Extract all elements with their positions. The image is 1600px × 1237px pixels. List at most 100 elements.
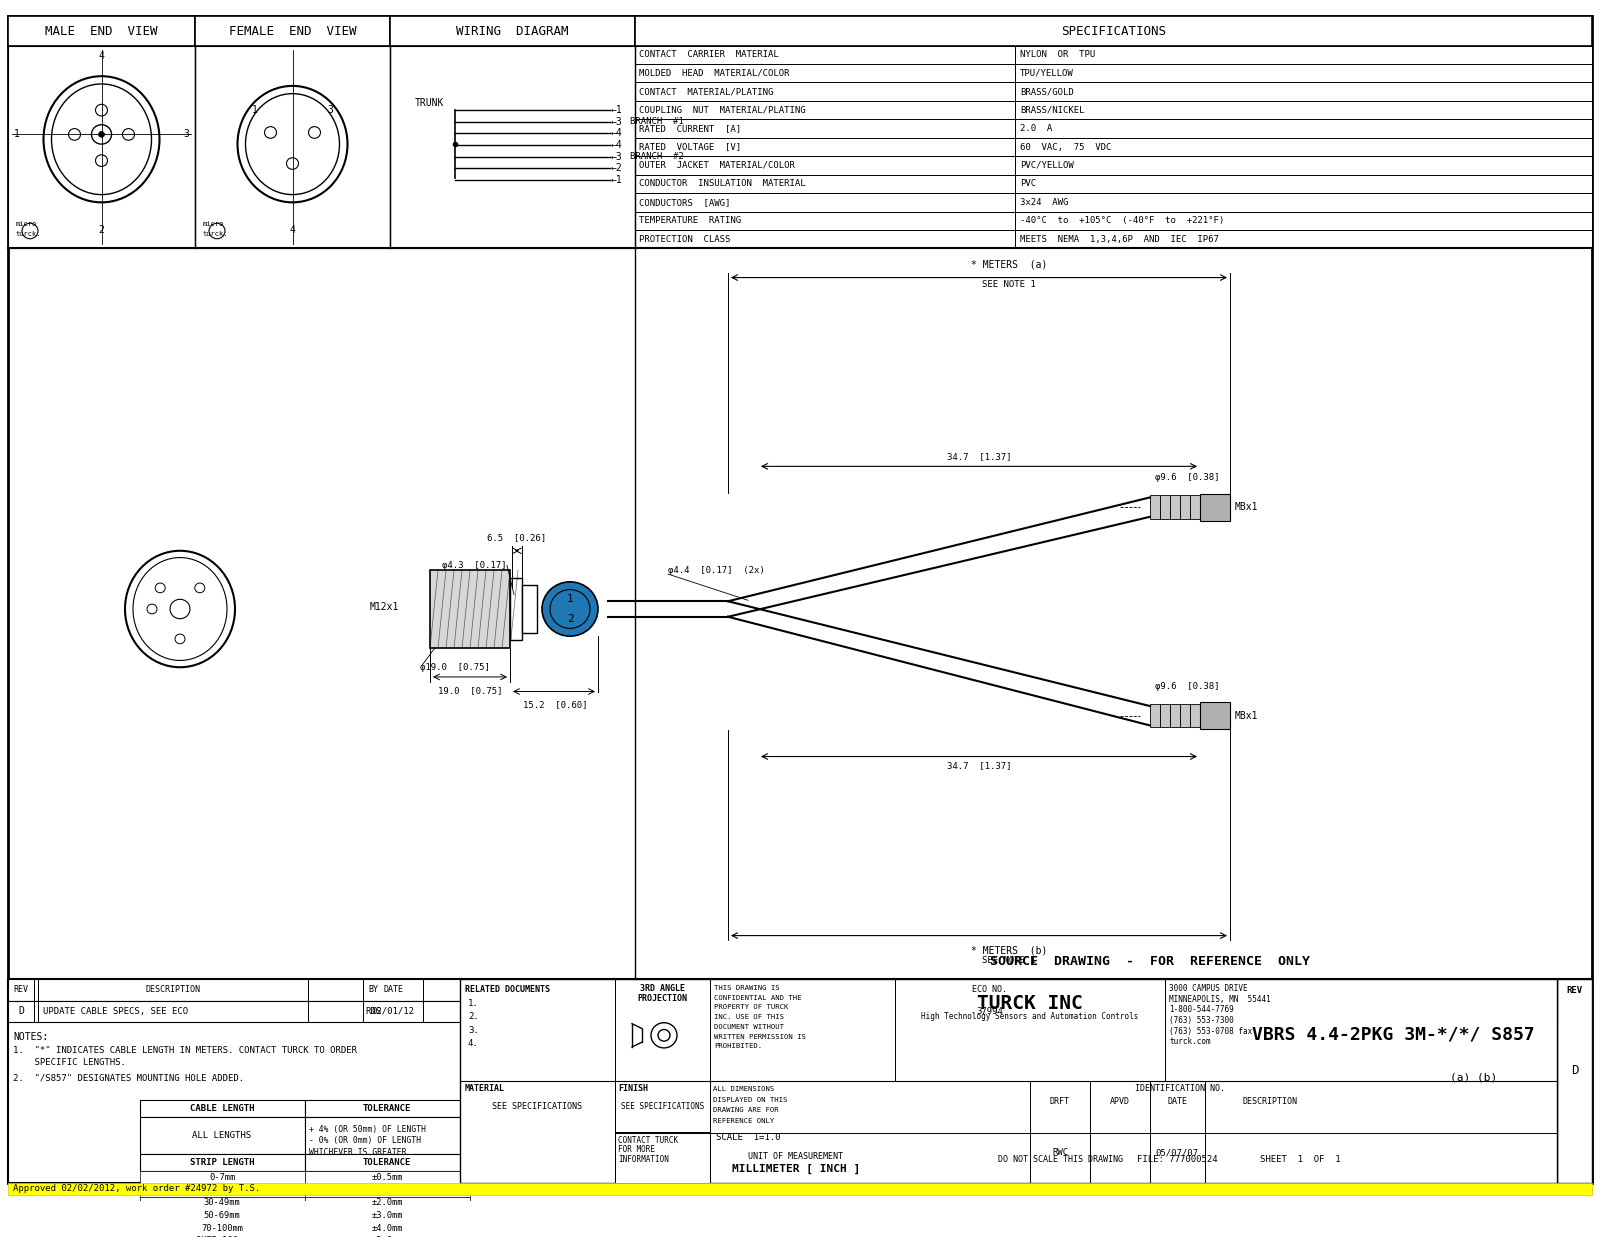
Text: 1.  "*" INDICATES CABLE LENGTH IN METERS. CONTACT TURCK TO ORDER: 1. "*" INDICATES CABLE LENGTH IN METERS.…: [13, 1047, 357, 1055]
Bar: [141, 1184, 306, 1196]
Text: 15.2  [0.60]: 15.2 [0.60]: [523, 700, 587, 709]
Text: PROTECTION  CLASS: PROTECTION CLASS: [638, 235, 730, 244]
Text: PVC/YELLOW: PVC/YELLOW: [1021, 161, 1074, 169]
Text: DRFT: DRFT: [1050, 1097, 1070, 1106]
Bar: [306, 1154, 470, 1171]
Bar: [390, 16, 635, 46]
Text: APVD: APVD: [1110, 1097, 1130, 1106]
Text: turck.: turck.: [16, 231, 42, 236]
Text: * METERS  (a): * METERS (a): [971, 260, 1046, 270]
Text: 1: 1: [566, 594, 573, 605]
Bar: [635, 212, 1592, 230]
Text: 0-7mm: 0-7mm: [210, 1173, 235, 1183]
Text: 34.7  [1.37]: 34.7 [1.37]: [947, 453, 1011, 461]
Text: MEETS  NEMA  1,3,4,6P  AND  IEC  IP67: MEETS NEMA 1,3,4,6P AND IEC IP67: [1021, 235, 1219, 244]
Text: SEE SPECIFICATIONS: SEE SPECIFICATIONS: [621, 1102, 704, 1111]
Bar: [522, 585, 538, 633]
Text: MATERIAL: MATERIAL: [466, 1084, 506, 1094]
Text: PROJECTION: PROJECTION: [637, 993, 686, 1003]
Text: MOLDED  HEAD  MATERIAL/COLOR: MOLDED HEAD MATERIAL/COLOR: [638, 69, 789, 78]
Text: 60  VAC,  75  VDC: 60 VAC, 75 VDC: [1021, 142, 1112, 152]
Bar: [1181, 704, 1190, 727]
Bar: [1181, 496, 1190, 518]
Bar: [1190, 496, 1200, 518]
Text: 3: 3: [182, 130, 189, 140]
Bar: [635, 137, 1592, 156]
Text: DOCUMENT WITHOUT: DOCUMENT WITHOUT: [714, 1024, 784, 1030]
Text: 3x24  AWG: 3x24 AWG: [1021, 198, 1069, 207]
Text: (763) 553-0708 fax: (763) 553-0708 fax: [1170, 1027, 1253, 1035]
Bar: [141, 1154, 306, 1171]
Text: INC. USE OF THIS: INC. USE OF THIS: [714, 1014, 784, 1021]
Text: STRIP LENGTH: STRIP LENGTH: [190, 1158, 254, 1168]
Bar: [635, 16, 1592, 46]
Text: OUTER  JACKET  MATERIAL/COLOR: OUTER JACKET MATERIAL/COLOR: [638, 161, 795, 169]
Bar: [306, 1184, 470, 1196]
Bar: [1200, 494, 1230, 521]
Text: BRANCH  #2: BRANCH #2: [630, 152, 683, 161]
Text: RELATED DOCUMENTS: RELATED DOCUMENTS: [466, 985, 550, 995]
Text: φ4.3  [0.17]: φ4.3 [0.17]: [443, 560, 507, 570]
Text: MBx1: MBx1: [1235, 502, 1259, 512]
Bar: [141, 1210, 306, 1222]
Bar: [1170, 496, 1181, 518]
Text: turck.com: turck.com: [1170, 1038, 1211, 1047]
Bar: [141, 1235, 306, 1237]
Text: DATE: DATE: [1166, 1097, 1187, 1106]
Text: ±2.0mm: ±2.0mm: [371, 1199, 403, 1207]
Text: CONDUCTOR  INSULATION  MATERIAL: CONDUCTOR INSULATION MATERIAL: [638, 179, 806, 188]
Bar: [635, 120, 1592, 137]
Text: 2: 2: [99, 225, 104, 235]
Text: SCALE  1=1.0: SCALE 1=1.0: [717, 1133, 781, 1142]
Text: FINISH: FINISH: [618, 1084, 648, 1094]
Text: 50-69mm: 50-69mm: [203, 1211, 240, 1220]
Bar: [614, 1133, 710, 1183]
Bar: [510, 578, 522, 640]
Text: (a) (b): (a) (b): [1450, 1072, 1498, 1082]
Bar: [306, 1171, 470, 1184]
Bar: [306, 1196, 470, 1210]
Text: TOLERANCE: TOLERANCE: [363, 1158, 411, 1168]
Circle shape: [542, 581, 598, 636]
Text: VBRS 4.4-2PKG 3M-*/*/ S857: VBRS 4.4-2PKG 3M-*/*/ S857: [1253, 1025, 1534, 1043]
Text: ←3: ←3: [611, 116, 622, 127]
Text: High Technology Sensors and Automation Controls: High Technology Sensors and Automation C…: [922, 1012, 1139, 1022]
Text: ←2: ←2: [611, 163, 622, 173]
Text: ←4: ←4: [611, 140, 622, 150]
Bar: [635, 230, 1592, 249]
Text: Approved 02/02/2012, work order #24972 by T.S.: Approved 02/02/2012, work order #24972 b…: [13, 1184, 261, 1194]
Bar: [8, 980, 1592, 1183]
Text: CONDUCTORS  [AWG]: CONDUCTORS [AWG]: [638, 198, 730, 207]
Text: 3: 3: [328, 105, 333, 115]
Text: PROHIBITED.: PROHIBITED.: [714, 1043, 762, 1049]
Text: 2.: 2.: [467, 1012, 478, 1022]
Text: FEMALE  END  VIEW: FEMALE END VIEW: [229, 25, 357, 37]
Text: φ9.6  [0.38]: φ9.6 [0.38]: [1155, 473, 1219, 482]
Text: φ9.6  [0.38]: φ9.6 [0.38]: [1155, 682, 1219, 690]
Text: 4.: 4.: [467, 1039, 478, 1049]
Text: ←4: ←4: [611, 129, 622, 139]
Text: CONTACT  CARRIER  MATERIAL: CONTACT CARRIER MATERIAL: [638, 51, 779, 59]
Bar: [8, 980, 1557, 1001]
Bar: [614, 1081, 710, 1132]
Text: IDENTIFICATION NO.: IDENTIFICATION NO.: [1134, 1084, 1226, 1094]
Text: TOLERANCE: TOLERANCE: [363, 1103, 411, 1113]
Bar: [141, 1196, 306, 1210]
Text: TPU/YELLOW: TPU/YELLOW: [1021, 69, 1074, 78]
Text: REFERENCE ONLY: REFERENCE ONLY: [714, 1118, 774, 1124]
Bar: [8, 46, 195, 249]
Text: WRITTEN PERMISSION IS: WRITTEN PERMISSION IS: [714, 1034, 806, 1039]
Bar: [1170, 704, 1181, 727]
Text: - 0% (OR 0mm) OF LENGTH: - 0% (OR 0mm) OF LENGTH: [309, 1137, 421, 1145]
Bar: [635, 46, 1592, 64]
Bar: [306, 1222, 470, 1235]
Bar: [8, 1001, 1557, 1022]
Bar: [635, 83, 1592, 101]
Text: WIRING  DIAGRAM: WIRING DIAGRAM: [456, 25, 568, 37]
Text: WHICHEVER IS GREATER: WHICHEVER IS GREATER: [309, 1148, 406, 1157]
Bar: [141, 1171, 306, 1184]
Text: 37994: 37994: [976, 1007, 1003, 1016]
Text: + 4% (OR 50mm) OF LENGTH: + 4% (OR 50mm) OF LENGTH: [309, 1124, 426, 1134]
Text: ←1: ←1: [611, 105, 622, 115]
Text: turck.: turck.: [203, 231, 229, 236]
